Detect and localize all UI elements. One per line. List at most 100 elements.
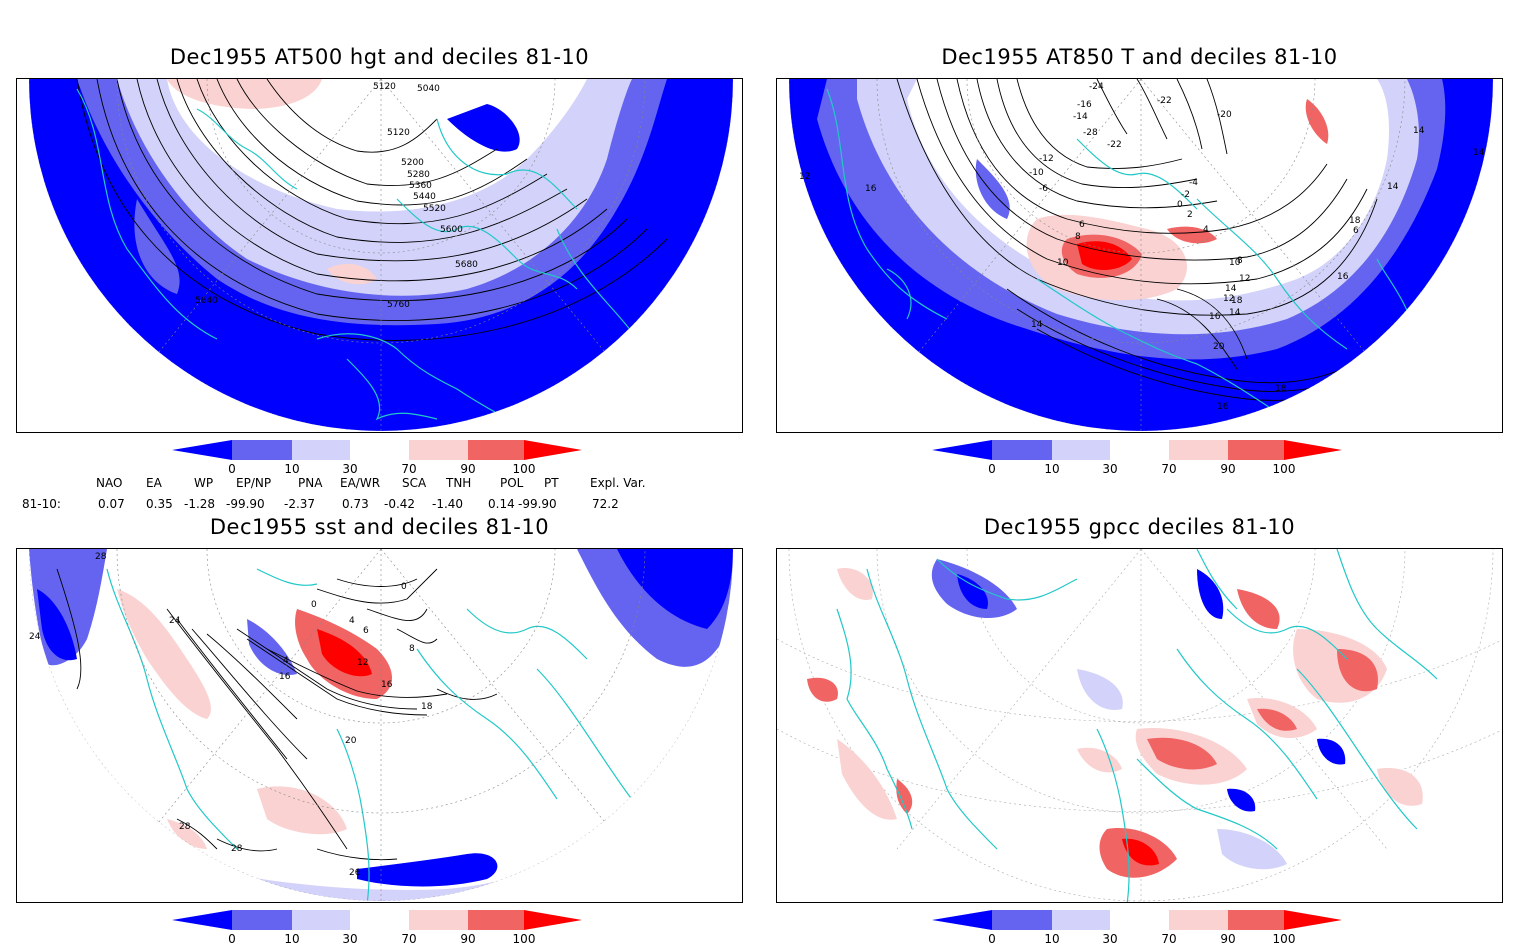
svg-text:-14: -14 bbox=[1073, 112, 1088, 122]
svg-text:18: 18 bbox=[421, 702, 433, 712]
colorbar-tick-label: 90 bbox=[460, 462, 476, 476]
panel-title-t850: Dec1955 AT850 T and deciles 81-10 bbox=[941, 45, 1338, 69]
colorbar-tick-label: 30 bbox=[342, 932, 358, 946]
colorbar-gpcc: 0 10 30 70 90 100 bbox=[932, 910, 1372, 950]
map-panel-gpcc bbox=[776, 548, 1503, 903]
colorbar-swatch bbox=[409, 910, 468, 930]
svg-text:-12: -12 bbox=[1039, 154, 1054, 164]
contour-label: 5680 bbox=[455, 260, 478, 270]
svg-text:18: 18 bbox=[1275, 384, 1287, 394]
map-hgt: 5120 5040 5120 5200 5280 5360 5440 5520 … bbox=[29, 79, 733, 431]
colorbar-tick-label: 10 bbox=[284, 462, 300, 476]
svg-text:0: 0 bbox=[401, 582, 407, 592]
contour-label: 5520 bbox=[423, 204, 446, 214]
svg-text:12: 12 bbox=[1239, 274, 1250, 284]
index-value: -2.37 bbox=[284, 497, 316, 511]
svg-text:8: 8 bbox=[1237, 256, 1243, 266]
index-header: PNA bbox=[298, 476, 323, 490]
colorbar-swatch bbox=[468, 910, 524, 930]
colorbar-swatch bbox=[1110, 440, 1169, 460]
colorbar-tick-label: 0 bbox=[988, 932, 996, 946]
svg-text:28: 28 bbox=[179, 822, 191, 832]
svg-text:8: 8 bbox=[1075, 232, 1081, 242]
svg-text:16: 16 bbox=[1217, 402, 1229, 412]
colorbar-swatch bbox=[350, 910, 409, 930]
colorbar-high-triangle bbox=[524, 440, 582, 460]
index-value: -1.40 bbox=[432, 497, 464, 511]
svg-text:16: 16 bbox=[381, 680, 393, 690]
colorbar-swatch bbox=[292, 440, 350, 460]
colorbar-high-triangle bbox=[524, 910, 582, 930]
svg-text:0: 0 bbox=[1177, 200, 1183, 210]
panel-title-sst: Dec1955 sst and deciles 81-10 bbox=[209, 515, 550, 539]
colorbar-low-triangle bbox=[172, 440, 232, 460]
svg-text:16: 16 bbox=[279, 672, 291, 682]
svg-text:24: 24 bbox=[29, 632, 41, 642]
svg-text:-20: -20 bbox=[1217, 110, 1232, 120]
colorbar-tick-label: 90 bbox=[460, 932, 476, 946]
svg-text:24: 24 bbox=[169, 616, 181, 626]
colorbar-tick-label: 70 bbox=[1161, 462, 1177, 476]
contour-label: 5040 bbox=[417, 84, 440, 94]
colorbar-swatches bbox=[932, 440, 1342, 460]
svg-text:-28: -28 bbox=[1083, 128, 1098, 138]
svg-text:0: 0 bbox=[311, 600, 317, 610]
contour-label: 5120 bbox=[373, 82, 396, 92]
svg-text:4: 4 bbox=[349, 616, 355, 626]
colorbar-swatch bbox=[232, 910, 292, 930]
colorbar-low-triangle bbox=[932, 440, 992, 460]
svg-text:18: 18 bbox=[1349, 216, 1361, 226]
colorbar-swatch bbox=[992, 440, 1052, 460]
colorbar-tick-label: 100 bbox=[512, 462, 536, 476]
colorbar-tick-label: 10 bbox=[1044, 932, 1060, 946]
map-panel-t850: -24 -22 -20 -16 -14 -28 -22 -12 -10 -6 -… bbox=[776, 78, 1503, 433]
colorbar-tick-label: 70 bbox=[401, 462, 417, 476]
colorbar-tick-label: 70 bbox=[401, 932, 417, 946]
svg-text:12: 12 bbox=[799, 172, 810, 182]
colorbar-tick-label: 0 bbox=[228, 462, 236, 476]
svg-text:8: 8 bbox=[409, 644, 415, 654]
svg-text:14: 14 bbox=[1473, 148, 1485, 158]
svg-text:20: 20 bbox=[345, 736, 357, 746]
colorbar-swatches bbox=[172, 910, 582, 930]
svg-text:20: 20 bbox=[1213, 342, 1225, 352]
map-sst: 28 24 24 0 0 4 6 4 8 12 16 16 18 20 28 2… bbox=[29, 549, 733, 901]
map-panel-hgt: 5120 5040 5120 5200 5280 5360 5440 5520 … bbox=[16, 78, 743, 433]
colorbar-tick-label: 100 bbox=[1272, 932, 1296, 946]
contour-label: 5600 bbox=[440, 225, 463, 235]
contour-label: 5760 bbox=[387, 300, 410, 310]
colorbar-tick-label: 90 bbox=[1220, 932, 1236, 946]
colorbar-high-triangle bbox=[1284, 440, 1342, 460]
contour-label: 5200 bbox=[401, 158, 424, 168]
colorbar-tick-label: 90 bbox=[1220, 462, 1236, 476]
colorbar-tick-label: 0 bbox=[228, 932, 236, 946]
colorbar-swatch bbox=[1052, 910, 1110, 930]
index-value: -0.42 bbox=[384, 497, 416, 511]
svg-text:14: 14 bbox=[1225, 284, 1237, 294]
svg-text:26: 26 bbox=[349, 868, 361, 878]
svg-text:6: 6 bbox=[1353, 226, 1359, 236]
colorbar-swatch bbox=[1228, 910, 1284, 930]
svg-text:6: 6 bbox=[1079, 220, 1085, 230]
svg-text:14: 14 bbox=[1229, 308, 1241, 318]
index-value: 0.35 bbox=[146, 497, 173, 511]
colorbar-swatch bbox=[1052, 440, 1110, 460]
contour-label: 5280 bbox=[407, 170, 430, 180]
svg-text:10: 10 bbox=[1057, 258, 1069, 268]
index-header: SCA bbox=[402, 476, 427, 490]
svg-text:-6: -6 bbox=[1039, 184, 1048, 194]
svg-text:-22: -22 bbox=[1107, 140, 1122, 150]
index-header: EA/WR bbox=[340, 476, 381, 490]
contour-lines bbox=[76, 79, 668, 341]
svg-text:12: 12 bbox=[1223, 294, 1234, 304]
colorbar-swatch bbox=[409, 440, 468, 460]
colorbar-swatches bbox=[932, 910, 1342, 930]
index-value: -1.28 bbox=[184, 497, 216, 511]
svg-text:14: 14 bbox=[1387, 182, 1399, 192]
svg-text:16: 16 bbox=[1337, 272, 1349, 282]
precip-deciles bbox=[807, 559, 1423, 878]
index-value: 0.14 bbox=[488, 497, 515, 511]
svg-text:-16: -16 bbox=[1077, 100, 1092, 110]
svg-text:16: 16 bbox=[1209, 312, 1221, 322]
colorbar-tick-label: 10 bbox=[1044, 462, 1060, 476]
